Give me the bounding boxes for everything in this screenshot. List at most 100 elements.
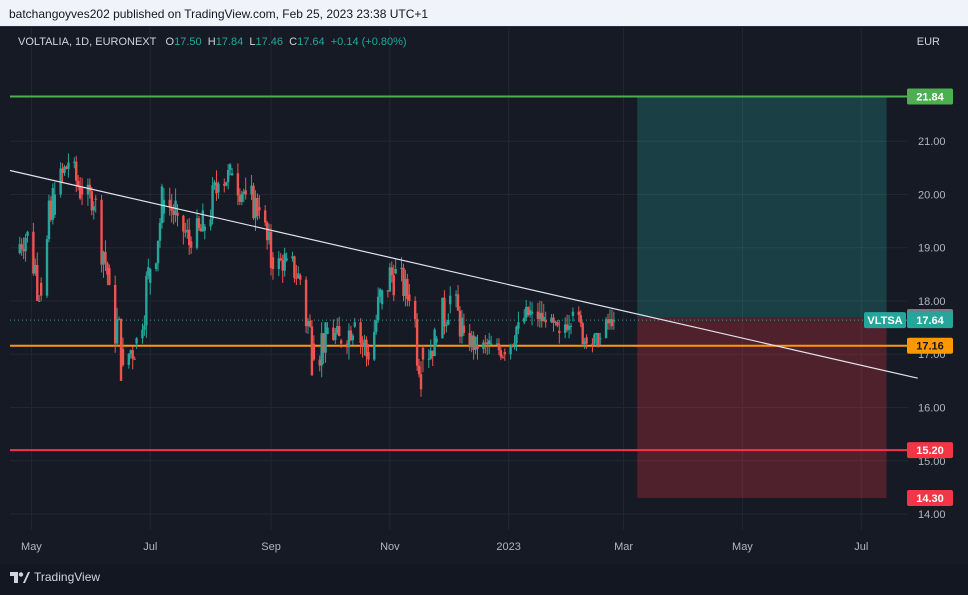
candle-body xyxy=(608,319,612,324)
chart-panel[interactable] xyxy=(0,26,968,565)
candle-body xyxy=(511,345,514,347)
candle-body xyxy=(318,359,321,366)
candle-body xyxy=(217,183,220,193)
candle-body xyxy=(209,219,212,227)
candle-body xyxy=(378,289,382,297)
y-tick-label: 15.00 xyxy=(918,456,946,468)
risk-bottom-tag-label: 14.30 xyxy=(916,493,944,505)
open-value: 17.50 xyxy=(174,36,202,48)
candle-body xyxy=(528,310,532,316)
x-tick-label: Nov xyxy=(380,541,400,553)
candle-body xyxy=(460,317,464,337)
candle-body xyxy=(427,358,431,360)
candle-body xyxy=(291,256,294,259)
candle-body xyxy=(168,199,171,207)
candle-body xyxy=(435,338,438,343)
candle-body xyxy=(267,231,271,241)
y-tick-label: 16.00 xyxy=(918,403,946,415)
candle-body xyxy=(312,343,316,360)
candle-body xyxy=(447,319,450,325)
candle-body xyxy=(297,273,300,279)
candle-body xyxy=(530,311,534,314)
candle-body xyxy=(458,310,462,337)
candle-body xyxy=(18,244,21,254)
candle-body xyxy=(51,188,55,220)
target-level-tag xyxy=(907,88,953,105)
candle-body xyxy=(338,326,341,337)
candle-body xyxy=(88,184,92,192)
candle-body xyxy=(390,267,393,276)
entry-level-tag-label: 17.16 xyxy=(916,341,944,353)
risk-zone xyxy=(637,316,887,499)
candle-body xyxy=(454,294,458,296)
candle-body xyxy=(595,332,598,335)
candle-body xyxy=(100,199,103,265)
candle-body xyxy=(306,320,310,327)
candle-body xyxy=(470,335,473,348)
candle-body xyxy=(195,218,199,248)
high-value: 17.84 xyxy=(215,36,244,48)
candle-body xyxy=(295,277,298,279)
candle-body xyxy=(441,297,444,339)
candle-body xyxy=(482,342,485,349)
candle-body xyxy=(135,338,138,344)
candle-body xyxy=(540,312,543,322)
y-tick-label: 18.00 xyxy=(918,296,946,308)
open-label: O xyxy=(165,36,175,48)
candle-body xyxy=(526,307,530,316)
candle-body xyxy=(269,231,273,269)
candle-body xyxy=(38,300,41,302)
candle-body xyxy=(361,343,364,346)
candle-body xyxy=(92,206,95,211)
candle-body xyxy=(310,326,314,376)
candle-body xyxy=(158,223,162,241)
candle-body xyxy=(339,340,343,344)
candle-body xyxy=(86,184,90,195)
candle-body xyxy=(277,258,281,270)
candle-body xyxy=(63,166,66,173)
candle-body xyxy=(189,241,193,248)
candle-body xyxy=(334,332,337,340)
candle-body xyxy=(404,278,407,296)
candle-body xyxy=(244,190,247,195)
candle-body xyxy=(45,239,49,296)
candle-body xyxy=(20,244,23,250)
candle-body xyxy=(487,340,491,345)
candle-body xyxy=(415,319,419,366)
candle-body xyxy=(223,183,226,186)
candle-body xyxy=(90,191,94,211)
candle-body xyxy=(32,231,35,274)
candle-body xyxy=(67,162,70,169)
candle-body xyxy=(211,185,214,220)
candle-body xyxy=(285,258,288,261)
candle-body xyxy=(215,182,218,194)
candle-body xyxy=(591,343,594,345)
risk-bottom-tag xyxy=(907,490,953,507)
candle-body xyxy=(523,317,526,323)
candle-body xyxy=(400,267,403,270)
candle-body xyxy=(345,343,349,348)
candle-body xyxy=(509,345,512,355)
candle-body xyxy=(359,322,362,344)
candle-body xyxy=(102,251,105,265)
candle-body xyxy=(408,294,411,301)
candle-body xyxy=(162,199,166,214)
tradingview-brand[interactable]: TradingView xyxy=(10,570,100,584)
candle-body xyxy=(115,319,119,344)
candle-body xyxy=(61,168,64,173)
candle-body xyxy=(552,317,555,323)
candle-body xyxy=(456,294,460,311)
candle-body xyxy=(172,210,175,215)
y-tick-label: 21.00 xyxy=(918,136,946,148)
candle-body xyxy=(577,311,580,316)
candle-body xyxy=(176,212,179,216)
candle-body xyxy=(299,275,302,280)
candle-body xyxy=(121,348,125,365)
candle-body xyxy=(585,337,588,344)
currency-label: EUR xyxy=(916,36,940,48)
candle-body xyxy=(104,251,107,264)
candle-body xyxy=(367,352,370,360)
footer-bar xyxy=(0,564,968,595)
brand-label: TradingView xyxy=(34,570,101,584)
